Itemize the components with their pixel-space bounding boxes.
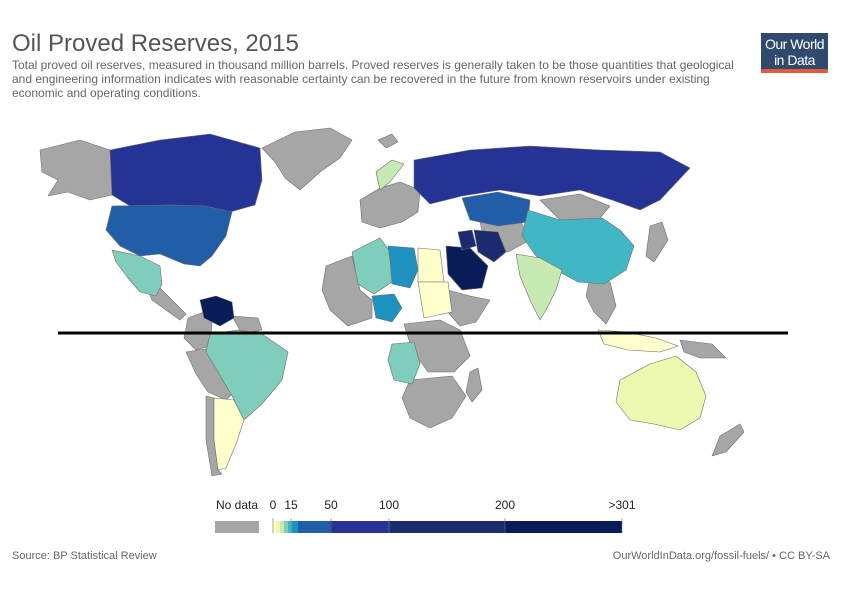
legend-tick-label: >301 — [608, 498, 635, 512]
data-land — [105, 133, 707, 471]
country-alaska[interactable] — [39, 139, 113, 201]
legend-no-data-label: No data — [216, 498, 258, 512]
legend-tick-label: 50 — [324, 498, 338, 512]
country-southeast-asia[interactable] — [585, 277, 617, 325]
country-libya[interactable] — [387, 245, 419, 289]
country-russia[interactable] — [413, 145, 691, 211]
legend-no-data-swatch — [215, 521, 259, 533]
legend-tick-label: 200 — [495, 498, 515, 512]
country-iraq[interactable] — [457, 229, 477, 251]
country-central-america[interactable] — [147, 287, 187, 321]
legend-bin — [330, 521, 390, 533]
legend-bins — [272, 521, 622, 533]
logo-line-1: Our World — [764, 36, 825, 52]
country-canada[interactable] — [109, 133, 263, 213]
legend-bin — [505, 521, 622, 533]
credit-link[interactable]: OurWorldInData.org/fossil-fuels/ • CC BY… — [612, 550, 830, 562]
no-data-land — [39, 127, 745, 477]
legend-bin — [272, 521, 276, 533]
country-new-guinea[interactable] — [679, 339, 727, 359]
legend-tick-label: 100 — [379, 498, 399, 512]
country-mongolia[interactable] — [539, 193, 611, 221]
legend-bin — [280, 521, 284, 533]
country-norway[interactable] — [375, 159, 405, 191]
country-japan[interactable] — [645, 221, 669, 263]
legend-bin — [298, 521, 330, 533]
legend-tick-label: 0 — [270, 498, 277, 512]
country-angola[interactable] — [387, 341, 421, 385]
country-madagascar[interactable] — [465, 367, 483, 403]
legend-bin — [288, 521, 292, 533]
country-new-zealand[interactable] — [711, 423, 745, 457]
country-svalbard-islands[interactable] — [377, 133, 399, 149]
legend-tick-label: 15 — [284, 498, 298, 512]
legend-bin — [390, 521, 505, 533]
country-mexico[interactable] — [111, 249, 163, 297]
country-usa[interactable] — [105, 204, 233, 267]
owid-logo[interactable]: Our World in Data — [761, 33, 828, 73]
country-africa-south[interactable] — [401, 375, 467, 429]
legend-bin — [292, 521, 298, 533]
country-india[interactable] — [515, 253, 563, 321]
legend-bin — [284, 521, 288, 533]
legend-bin — [276, 521, 280, 533]
chart-title: Oil Proved Reserves, 2015 — [12, 30, 299, 57]
country-australia[interactable] — [615, 355, 707, 431]
country-guianas[interactable] — [231, 315, 263, 335]
country-iran[interactable] — [473, 229, 507, 263]
country-venezuela[interactable] — [199, 295, 235, 327]
source-note: Source: BP Statistical Review — [12, 550, 157, 562]
logo-line-2: in Data — [774, 52, 815, 68]
country-argentina[interactable] — [213, 397, 245, 471]
country-europe[interactable] — [359, 181, 421, 229]
country-nigeria[interactable] — [371, 293, 403, 323]
legend-ticks: 0 15 50 100 200 >301 — [270, 498, 636, 533]
chart-subtitle: Total proved oil reserves, measured in t… — [12, 58, 734, 100]
country-greenland[interactable] — [261, 127, 353, 191]
country-sudan[interactable] — [417, 281, 453, 319]
